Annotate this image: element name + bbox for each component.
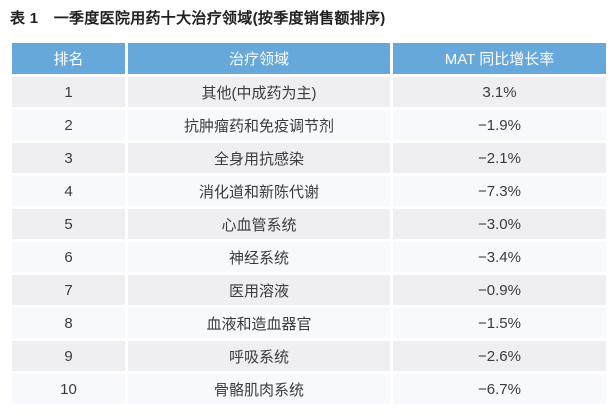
area-cell: 抗肿瘤药和免疫调节剂	[128, 110, 390, 140]
growth-cell: −1.5%	[393, 308, 606, 338]
rank-cell: 7	[12, 275, 125, 305]
rank-cell: 8	[12, 308, 125, 338]
header-area: 治疗领域	[128, 43, 390, 74]
growth-cell: −0.9%	[393, 275, 606, 305]
growth-cell: −2.6%	[393, 341, 606, 371]
growth-cell: −2.1%	[393, 143, 606, 173]
header-growth: MAT 同比增长率	[393, 43, 606, 74]
rank-cell: 4	[12, 176, 125, 206]
header-rank: 排名	[12, 43, 125, 74]
area-cell: 全身用抗感染	[128, 143, 390, 173]
area-cell: 血液和造血器官	[128, 308, 390, 338]
growth-cell: −3.0%	[393, 209, 606, 239]
growth-cell: −6.7%	[393, 374, 606, 404]
rank-cell: 9	[12, 341, 125, 371]
rank-cell: 2	[12, 110, 125, 140]
area-cell: 呼吸系统	[128, 341, 390, 371]
table-caption: 表 1 一季度医院用药十大治疗领域(按季度销售额排序)	[10, 10, 386, 27]
growth-cell: −7.3%	[393, 176, 606, 206]
rank-cell: 6	[12, 242, 125, 272]
area-cell: 骨骼肌肉系统	[128, 374, 390, 404]
area-cell: 神经系统	[128, 242, 390, 272]
area-cell: 医用溶液	[128, 275, 390, 305]
therapy-areas-table: 排名 治疗领域 MAT 同比增长率 1 其他(中成药为主) 3.1% 2 抗肿瘤…	[12, 43, 606, 404]
rank-cell: 5	[12, 209, 125, 239]
rank-cell: 1	[12, 77, 125, 107]
rank-cell: 10	[12, 374, 125, 404]
area-cell: 消化道和新陈代谢	[128, 176, 390, 206]
growth-cell: −3.4%	[393, 242, 606, 272]
area-cell: 其他(中成药为主)	[128, 77, 390, 107]
growth-cell: −1.9%	[393, 110, 606, 140]
growth-cell: 3.1%	[393, 77, 606, 107]
rank-cell: 3	[12, 143, 125, 173]
area-cell: 心血管系统	[128, 209, 390, 239]
